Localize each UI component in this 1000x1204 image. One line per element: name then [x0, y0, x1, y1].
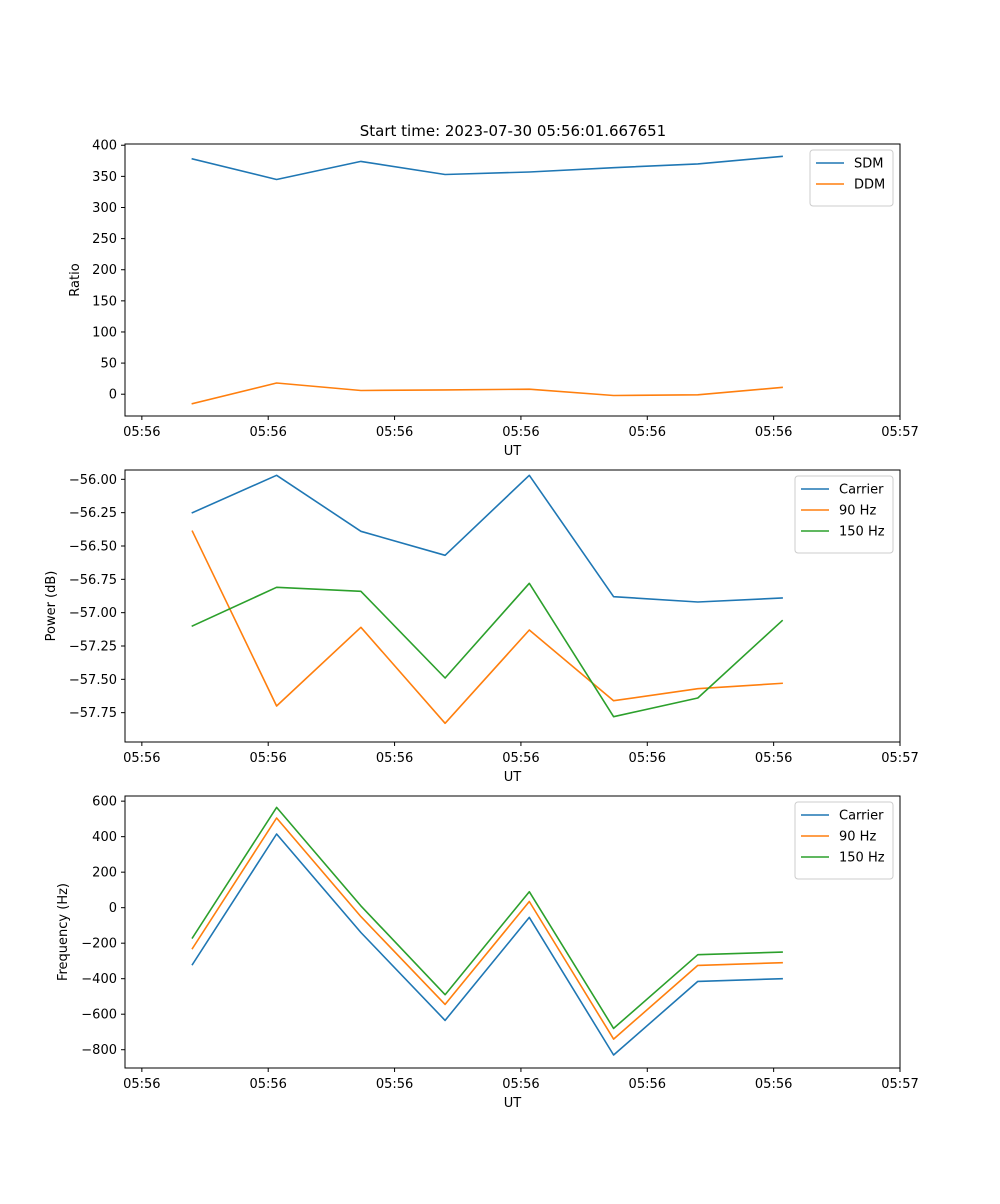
x-tick-label: 05:57: [881, 1077, 918, 1092]
x-tick-label: 05:56: [123, 425, 160, 440]
y-tick-label: −56.25: [69, 506, 117, 521]
legend-box: [794, 801, 894, 880]
x-tick-label: 05:56: [755, 425, 792, 440]
y-tick-label: −57.00: [69, 606, 117, 621]
y-tick-label: 0: [109, 388, 117, 403]
x-axis-label: UT: [504, 770, 522, 785]
legend-label: Carrier: [839, 483, 884, 498]
y-tick-label: −800: [81, 1043, 117, 1058]
chart-panel-2: 05:56 05:56 05:56 05:56 05:56 05:56 05:57 −56.0…: [44, 469, 919, 785]
legend: Carrier 90 Hz 150 Hz: [794, 801, 894, 880]
x-tick-label: 05:56: [629, 425, 666, 440]
legend-label: DDM: [854, 178, 885, 193]
legend-label: 90 Hz: [839, 830, 876, 845]
x-tick-label: 05:56: [629, 1077, 666, 1092]
y-tick-label: −56.00: [69, 473, 117, 488]
series-line-sdm: [191, 155, 783, 181]
series-line-150-hz: [191, 582, 784, 718]
y-tick-label: 400: [92, 830, 117, 845]
chart-panel-3: 05:56 05:56 05:56 05:56 05:56 05:56 05:57 −800 −…: [56, 795, 919, 1111]
x-tick-label: 05:56: [123, 1077, 160, 1092]
series-line-carrier: [191, 474, 783, 603]
series-line-90-hz: [191, 817, 783, 1040]
y-tick-label: 400: [92, 139, 117, 154]
y-tick-label: −57.25: [69, 640, 117, 655]
x-tick-label: 05:56: [249, 751, 286, 766]
x-tick-label: 05:57: [881, 425, 918, 440]
axes-frame: [124, 795, 901, 1069]
series-line-90-hz: [191, 530, 783, 725]
x-tick-label: 05:56: [376, 1077, 413, 1092]
legend: SDM DDM: [809, 149, 894, 207]
y-axis-label: Frequency (Hz): [56, 883, 71, 981]
axes-frame: [124, 143, 901, 417]
legend-box: [809, 149, 894, 207]
x-axis-label: UT: [504, 1096, 522, 1111]
y-tick-label: 0: [109, 901, 117, 916]
y-tick-label: −200: [81, 937, 117, 952]
series-line-ddm: [191, 382, 783, 405]
x-tick-label: 05:56: [755, 1077, 792, 1092]
legend-label: 90 Hz: [839, 504, 876, 519]
y-tick-label: 350: [92, 170, 117, 185]
x-tick-label: 05:56: [755, 751, 792, 766]
y-tick-label: 300: [92, 201, 117, 216]
legend: Carrier 90 Hz 150 Hz: [794, 475, 894, 554]
y-axis-label: Power (dB): [44, 571, 59, 642]
y-tick-label: 200: [92, 263, 117, 278]
legend-label: Carrier: [839, 809, 884, 824]
y-tick-label: −56.50: [69, 540, 117, 555]
y-axis-label: Ratio: [68, 263, 83, 296]
x-tick-label: 05:56: [376, 751, 413, 766]
y-tick-label: 200: [92, 866, 117, 881]
y-tick-label: 250: [92, 232, 117, 247]
x-tick-label: 05:56: [249, 1077, 286, 1092]
legend-label: SDM: [854, 157, 883, 172]
y-tick-label: 100: [92, 325, 117, 340]
series-line-150-hz: [191, 806, 783, 1030]
y-tick-label: 600: [92, 795, 117, 810]
y-tick-label: −57.75: [69, 706, 117, 721]
series-line-carrier: [191, 833, 783, 1056]
legend-box: [794, 475, 894, 554]
legend-label: 150 Hz: [839, 525, 885, 540]
x-tick-label: 05:56: [502, 1077, 539, 1092]
y-tick-label: −600: [81, 1008, 117, 1023]
x-axis-label: UT: [504, 444, 522, 459]
chart-panel-1: 05:56 05:56 05:56 05:56 05:56 05:56 05:57 0 50 10…: [68, 139, 919, 459]
x-tick-label: 05:57: [881, 751, 918, 766]
x-tick-label: 05:56: [502, 751, 539, 766]
y-tick-label: 150: [92, 294, 117, 309]
y-tick-label: −57.50: [69, 673, 117, 688]
x-tick-label: 05:56: [376, 425, 413, 440]
legend-label: 150 Hz: [839, 851, 885, 866]
axes-frame: [124, 469, 901, 743]
x-tick-label: 05:56: [629, 751, 666, 766]
x-tick-label: 05:56: [249, 425, 286, 440]
x-tick-label: 05:56: [123, 751, 160, 766]
y-tick-label: 50: [100, 357, 117, 372]
y-tick-label: −56.75: [69, 573, 117, 588]
figure-title: Start time: 2023-07-30 05:56:01.667651: [360, 122, 666, 140]
y-tick-label: −400: [81, 972, 117, 987]
x-tick-label: 05:56: [502, 425, 539, 440]
